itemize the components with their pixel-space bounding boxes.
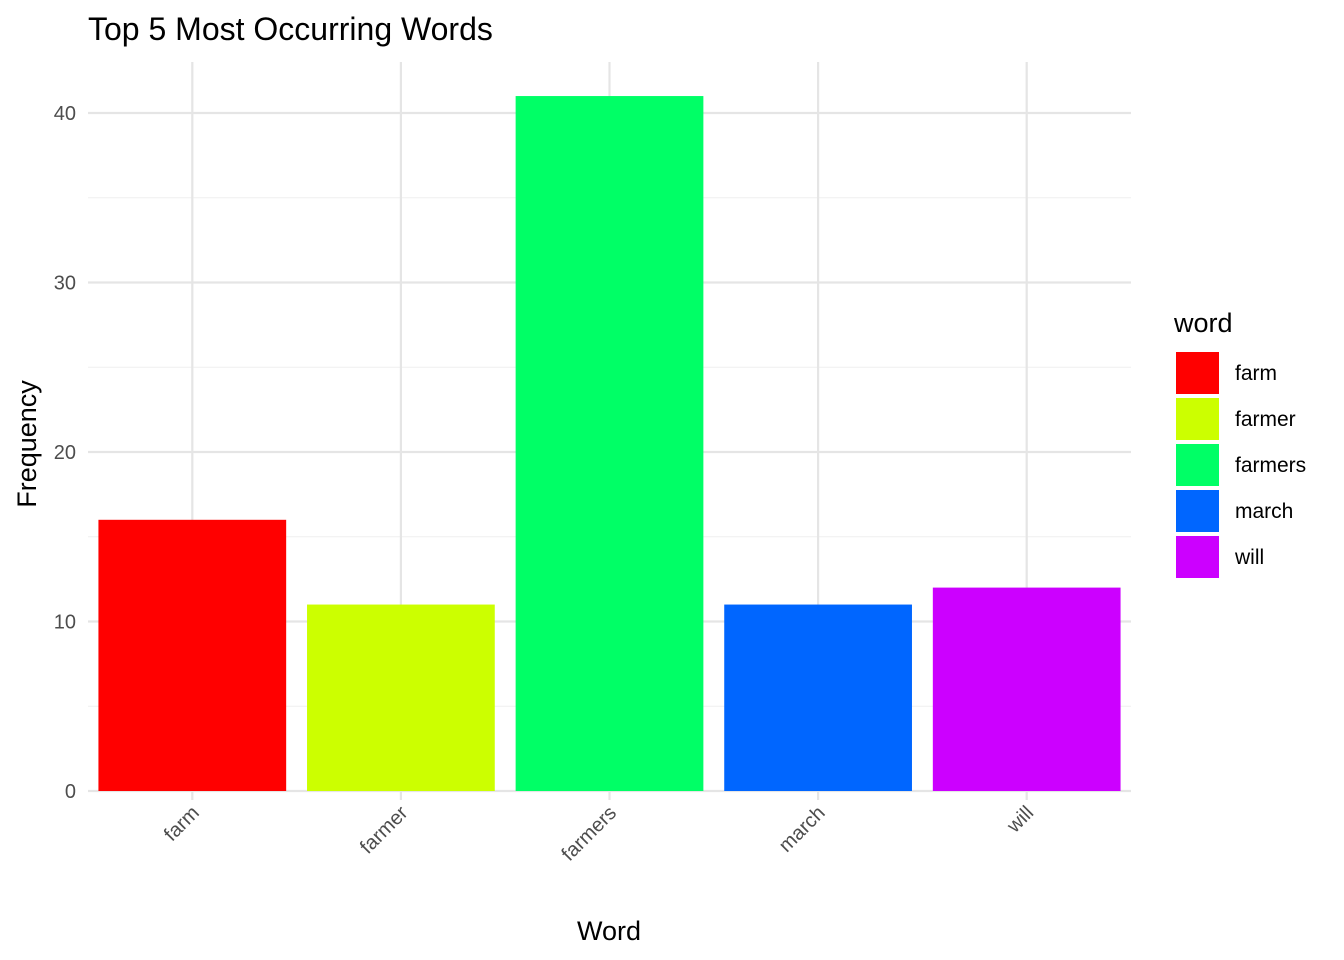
chart-title: Top 5 Most Occurring Words: [88, 11, 493, 47]
y-tick-label: 10: [54, 612, 76, 634]
x-tick-label: farmer: [356, 802, 413, 859]
x-axis-title: Word: [577, 916, 641, 946]
legend-label: will: [1234, 546, 1264, 569]
bar-farmers: [515, 96, 704, 792]
legend-title: word: [1173, 308, 1233, 338]
x-tick-label: farm: [160, 802, 204, 846]
legend: word farm farmer farmers march will: [1173, 308, 1306, 578]
y-tick-label: 30: [54, 273, 76, 295]
x-axis-ticks: farm farmer farmers march will: [160, 802, 1038, 866]
legend-key-will: [1176, 536, 1219, 578]
y-axis-ticks: 0 10 20 30 40: [54, 103, 76, 803]
legend-key-farmers: [1176, 444, 1219, 486]
y-tick-label: 40: [54, 103, 76, 125]
bar-march: [724, 604, 912, 791]
bars: [98, 96, 1121, 792]
legend-label: march: [1235, 500, 1293, 523]
y-tick-label: 0: [65, 781, 76, 803]
legend-key-march: [1176, 490, 1219, 532]
bar-will: [932, 587, 1121, 791]
x-tick-label: farmers: [558, 802, 621, 865]
x-tick-label: will: [1002, 802, 1038, 838]
legend-label: farmer: [1235, 408, 1296, 431]
bar-farmer: [307, 604, 495, 791]
y-tick-label: 20: [54, 442, 76, 464]
bar-farm: [98, 519, 287, 791]
legend-label: farm: [1235, 362, 1277, 385]
legend-label: farmers: [1235, 454, 1306, 477]
x-tick-label: march: [775, 802, 830, 857]
y-axis-title: Frequency: [12, 380, 42, 508]
legend-key-farmer: [1176, 398, 1219, 440]
legend-key-farm: [1176, 352, 1219, 394]
